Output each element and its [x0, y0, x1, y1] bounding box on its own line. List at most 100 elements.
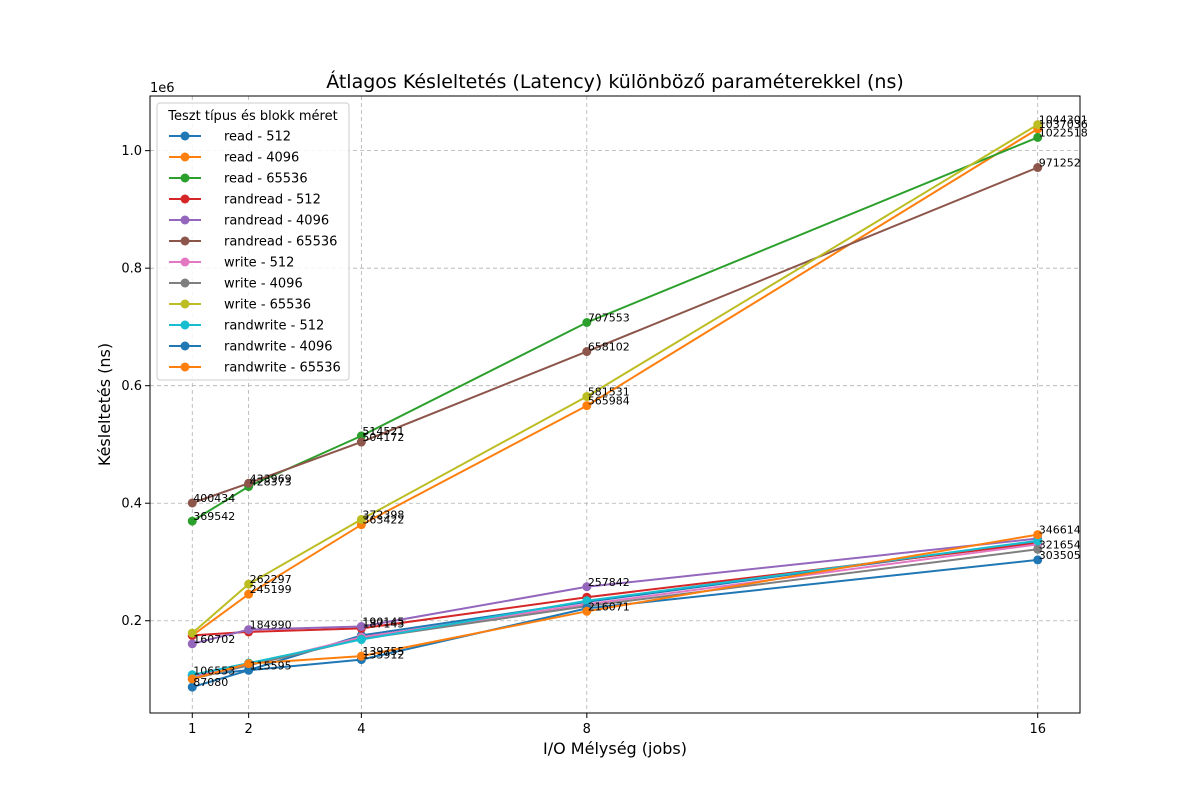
data-label: 115595 — [250, 659, 292, 672]
data-label: 658102 — [588, 341, 630, 354]
legend-marker — [180, 152, 190, 162]
data-point — [1033, 163, 1043, 173]
y-tick-label: 1.0 — [121, 144, 142, 159]
data-label: 160702 — [193, 633, 235, 646]
data-point — [187, 639, 197, 649]
data-label: 262297 — [250, 573, 292, 586]
data-label: 400434 — [193, 492, 235, 505]
data-point — [356, 651, 366, 661]
legend-marker — [180, 215, 190, 225]
legend-marker — [180, 299, 190, 309]
legend-marker — [180, 320, 190, 330]
data-point — [582, 582, 592, 592]
legend-label: read - 512 — [224, 130, 291, 145]
data-label: 245199 — [250, 583, 292, 596]
legend-label: randwrite - 4096 — [224, 340, 333, 355]
data-point — [187, 498, 197, 508]
data-point — [582, 347, 592, 357]
data-label: 321654 — [1039, 538, 1081, 551]
legend-entries: read - 512 read - 4096 read - 65536 randrea… — [169, 130, 341, 376]
y-tick-label: 0.2 — [121, 614, 142, 629]
data-point — [582, 596, 592, 606]
data-point — [582, 401, 592, 411]
chart-title: Átlagos Késleltetés (Latency) különböző … — [326, 70, 904, 93]
data-point — [244, 625, 254, 635]
data-label: 1044301 — [1039, 114, 1088, 127]
legend-label: write - 512 — [224, 256, 294, 271]
data-point — [356, 622, 366, 632]
x-tick-label: 16 — [1029, 722, 1046, 737]
data-point — [356, 514, 366, 524]
legend-label: write - 4096 — [224, 277, 303, 292]
data-label: 514521 — [362, 425, 404, 438]
x-tick-label: 2 — [244, 722, 252, 737]
x-tick-label: 1 — [188, 722, 196, 737]
data-label: 433969 — [250, 472, 292, 485]
data-label: 346614 — [1039, 524, 1081, 537]
data-point — [244, 478, 254, 488]
data-point — [582, 317, 592, 327]
legend-title: Teszt típus és blokk méret — [167, 109, 337, 124]
data-label: 504172 — [362, 431, 404, 444]
x-tick-label: 8 — [583, 722, 591, 737]
legend-label: read - 65536 — [224, 172, 308, 187]
legend-marker — [180, 257, 190, 267]
data-point — [1033, 544, 1043, 554]
data-label: 216071 — [588, 600, 630, 613]
data-label: 303505 — [1039, 549, 1081, 562]
legend-label: randwrite - 65536 — [224, 361, 341, 376]
data-point — [187, 682, 197, 692]
y-tick-label: 0.8 — [121, 262, 142, 277]
data-label: 1037036 — [1039, 118, 1088, 131]
data-label: 369542 — [193, 510, 235, 523]
data-label: 139755 — [362, 645, 404, 658]
data-label: 428373 — [250, 476, 292, 489]
legend-label: randread - 4096 — [224, 214, 329, 229]
data-label: 187143 — [362, 617, 404, 630]
data-label: 184990 — [250, 619, 292, 632]
data-label: 133912 — [362, 649, 404, 662]
data-point — [1033, 132, 1043, 142]
legend-marker — [180, 341, 190, 351]
point-labels: 106553 245199 363422 565984 1037036 369542 428… — [193, 114, 1087, 689]
data-point — [1033, 555, 1043, 565]
data-point — [244, 589, 254, 599]
data-point — [356, 437, 366, 447]
legend-label: write - 65536 — [224, 298, 311, 313]
data-point — [244, 665, 254, 675]
data-label: 372398 — [362, 508, 404, 521]
y-axis-offset-label: 1e6 — [150, 81, 175, 96]
data-point — [244, 659, 254, 669]
x-tick-label: 4 — [357, 722, 365, 737]
data-label: 971252 — [1039, 157, 1081, 170]
x-axis-label: I/O Mélység (jobs) — [543, 739, 687, 758]
data-label: 363422 — [362, 514, 404, 527]
data-point — [187, 516, 197, 526]
data-point — [1033, 530, 1043, 540]
series-lines — [187, 120, 1043, 692]
legend-label: randread - 512 — [224, 193, 321, 208]
legend-marker — [180, 173, 190, 183]
data-point — [356, 635, 366, 645]
y-tick-label: 0.4 — [121, 497, 142, 512]
data-label: 190145 — [362, 616, 404, 629]
data-label: 565984 — [588, 395, 630, 408]
legend: Teszt típus és blokk méret read - 512rea… — [156, 102, 350, 381]
legend-label: read - 4096 — [224, 151, 299, 166]
legend-marker — [180, 236, 190, 246]
data-point — [1033, 120, 1043, 130]
legend-marker — [180, 362, 190, 372]
data-label: 1022518 — [1039, 126, 1088, 139]
legend-label: randwrite - 512 — [224, 319, 324, 334]
data-point — [244, 579, 254, 589]
data-point — [582, 392, 592, 402]
data-label: 581531 — [588, 386, 630, 399]
legend-marker — [180, 131, 190, 141]
data-label: 707553 — [588, 311, 630, 324]
y-tick-label: 0.6 — [121, 379, 142, 394]
data-label: 87080 — [193, 676, 228, 689]
legend-box — [156, 102, 350, 381]
axes: 1 2 4 8 16 0.2 0.4 0.6 0.8 1.0 — [121, 144, 1046, 737]
